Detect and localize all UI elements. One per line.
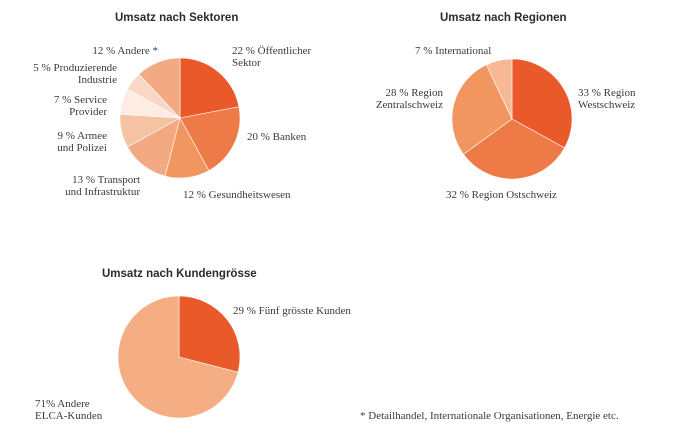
footnote: * Detailhandel, Internationale Organisat…	[360, 410, 619, 422]
pie-2-slice-0	[178, 295, 241, 373]
label-public-sector: 22 % Öffentlicher Sektor	[232, 45, 312, 69]
label-west: 33 % Region Westschweiz	[578, 87, 636, 111]
label-service-provider: 7 % Service Provider	[53, 94, 107, 118]
label-transport: 13 % Transport und Infrastruktur	[65, 174, 140, 198]
pie-0-slice-7	[138, 57, 181, 119]
label-international: 7 % International	[415, 45, 492, 57]
pie-0-slice-1	[179, 106, 241, 171]
pie-0-slice-0	[179, 57, 240, 119]
pie-1-slice-3	[486, 58, 513, 120]
label-east: 32 % Region Ostschweiz	[446, 189, 557, 201]
pie-1-slice-1	[463, 118, 565, 180]
sectors-chart-title: Umsatz nach Sektoren	[115, 12, 239, 24]
label-other-customers: 71% Andere ELCA-Kunden	[35, 398, 103, 422]
label-banks: 20 % Banken	[247, 131, 307, 143]
label-healthcare: 12 % Gesundheitswesen	[183, 189, 291, 201]
pie-2-slice-1	[117, 295, 239, 419]
label-manufacturing: 5 % Produzierende Industrie	[33, 62, 117, 86]
pie-1-slice-0	[511, 58, 573, 149]
pie-1-slice-2	[451, 64, 513, 155]
label-central: 28 % Region Zentralschweiz	[375, 87, 443, 111]
label-army-police: 9 % Armee und Polizei	[57, 130, 107, 154]
label-top5: 29 % Fünf grösste Kunden	[233, 305, 351, 317]
label-other: 12 % Andere *	[92, 45, 158, 57]
regions-chart-title: Umsatz nach Regionen	[440, 12, 567, 24]
customer-size-chart-title: Umsatz nach Kundengrösse	[102, 268, 257, 280]
